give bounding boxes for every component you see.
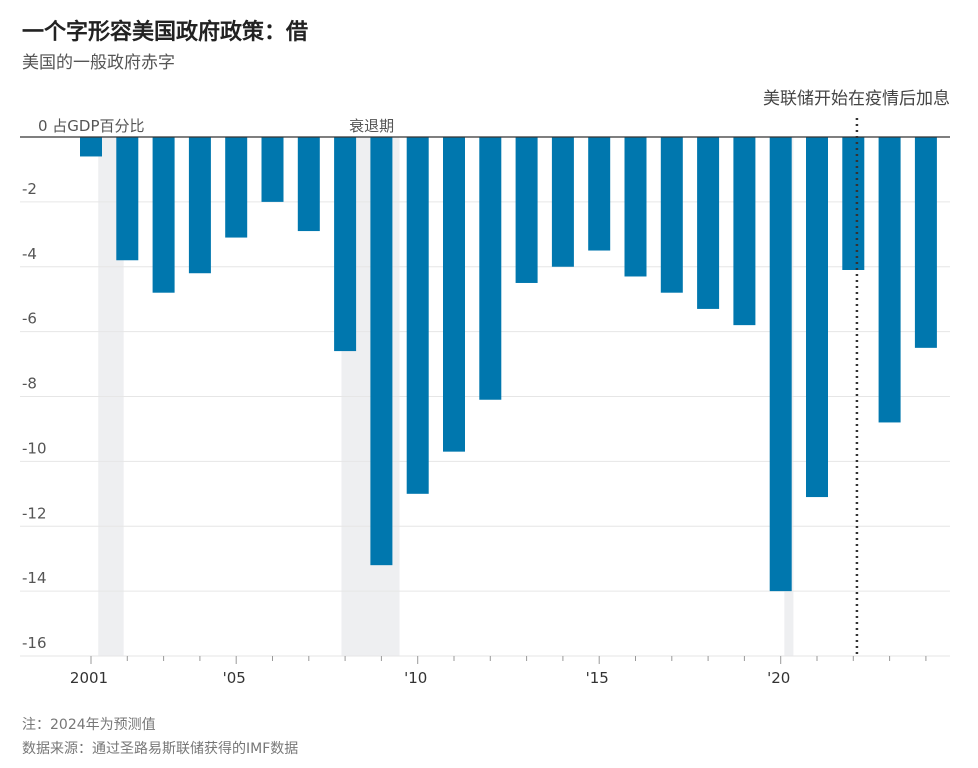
bar-2024 bbox=[914, 137, 937, 348]
bar-2004 bbox=[188, 137, 211, 274]
y-tick-label: -12 bbox=[22, 504, 47, 522]
bar-2003 bbox=[152, 137, 175, 293]
x-tick-label: '10 bbox=[404, 669, 427, 687]
chart-title: 一个字形容美国政府政策：借 bbox=[22, 20, 309, 45]
bar-2012 bbox=[479, 137, 502, 400]
bar-2013 bbox=[515, 137, 538, 283]
chart-subtitle: 美国的一般政府赤字 bbox=[22, 53, 175, 73]
bar-2018 bbox=[697, 137, 720, 309]
y-tick-label: -16 bbox=[22, 634, 47, 652]
y-tick-label: -4 bbox=[22, 245, 37, 263]
bar-2016 bbox=[624, 137, 647, 277]
axes bbox=[20, 118, 950, 664]
recession-label: 衰退期 bbox=[349, 117, 394, 135]
bar-2014 bbox=[551, 137, 574, 267]
bar-2006 bbox=[261, 137, 284, 202]
deficit-bar-chart: -2 -4 -6 -8 -10 -12 -14 -16 2001 '05 '10 '15 '20 0 占G… bbox=[20, 89, 950, 687]
bar-2021 bbox=[806, 137, 828, 498]
bar-2019 bbox=[733, 137, 756, 326]
x-tick-label: '20 bbox=[767, 669, 790, 687]
bar-2007 bbox=[297, 137, 320, 232]
y-tick-label: -10 bbox=[22, 439, 47, 457]
bar-2001 bbox=[80, 137, 102, 157]
bar-2011 bbox=[443, 137, 465, 452]
y-tick-label: -6 bbox=[22, 310, 37, 328]
bar-2008 bbox=[334, 137, 357, 352]
x-tick-label: '05 bbox=[223, 669, 246, 687]
bar-2017 bbox=[660, 137, 683, 293]
y-axis-unit-label: 0 占GDP百分比 bbox=[38, 117, 145, 135]
bar-2020 bbox=[769, 137, 792, 592]
bar-2005 bbox=[225, 137, 248, 238]
y-tick-label: -2 bbox=[22, 180, 37, 198]
bar-2015 bbox=[588, 137, 611, 251]
y-tick-label: -8 bbox=[22, 375, 37, 393]
bar-2010 bbox=[406, 137, 429, 494]
labels: -2 -4 -6 -8 -10 -12 -14 -16 2001 '05 '10 '15 '20 0 占G… bbox=[22, 89, 950, 687]
forecast-note: 注：2024年为预测值 bbox=[22, 717, 156, 733]
bar-2022 bbox=[842, 137, 865, 270]
bar-2023 bbox=[878, 137, 901, 423]
source-note: 数据来源：通过圣路易斯联储获得的IMF数据 bbox=[22, 741, 299, 757]
x-tick-label: '15 bbox=[586, 669, 609, 687]
bar-2009 bbox=[370, 137, 393, 566]
y-tick-label: -14 bbox=[22, 569, 47, 587]
bars bbox=[80, 137, 937, 592]
rate-hike-annotation: 美联储开始在疫情后加息 bbox=[763, 89, 950, 109]
bar-2002 bbox=[116, 137, 139, 261]
x-tick-label: 2001 bbox=[70, 669, 108, 687]
